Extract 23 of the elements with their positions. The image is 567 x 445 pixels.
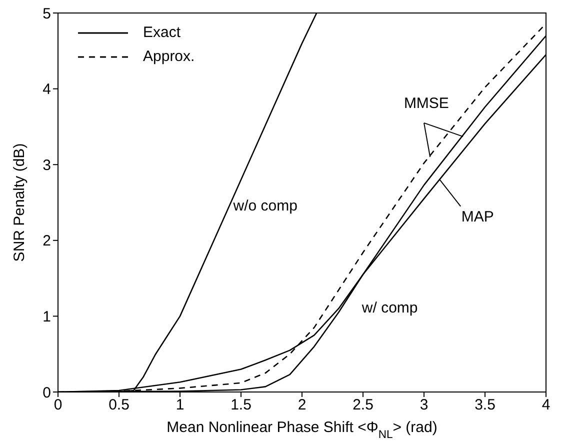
annotation: w/o comp xyxy=(232,197,298,214)
legend-label: Approx. xyxy=(143,48,195,65)
y-tick-label: 2 xyxy=(42,232,51,250)
x-tick-label: 2.5 xyxy=(352,396,374,414)
x-tick-label: 3.5 xyxy=(474,396,496,414)
y-tick-label: 1 xyxy=(42,308,51,326)
x-tick-label: 4 xyxy=(542,396,550,414)
x-tick-label: 0.5 xyxy=(108,396,130,414)
x-axis-title: Mean Nonlinear Phase Shift <Φ$_{NL}$> (rad) xyxy=(166,419,438,441)
y-tick-label: 4 xyxy=(42,81,51,98)
x-tick-label: 3 xyxy=(420,396,428,414)
legend-label: Exact xyxy=(143,24,182,41)
y-axis-title: SNR Penalty (dB) xyxy=(11,143,28,262)
y-tick-label: 3 xyxy=(42,156,51,174)
annotation: w/ comp xyxy=(360,300,418,317)
annotation: MMSE xyxy=(404,94,449,112)
y-tick-label: 0 xyxy=(42,384,51,402)
x-tick-label: 1.5 xyxy=(230,396,252,414)
x-tick-label: 2 xyxy=(298,396,306,414)
x-tick-label: 1 xyxy=(176,396,184,414)
y-tick-label: 5 xyxy=(42,5,51,22)
x-tick-label: 0 xyxy=(54,396,62,414)
annotation: MAP xyxy=(461,208,494,226)
